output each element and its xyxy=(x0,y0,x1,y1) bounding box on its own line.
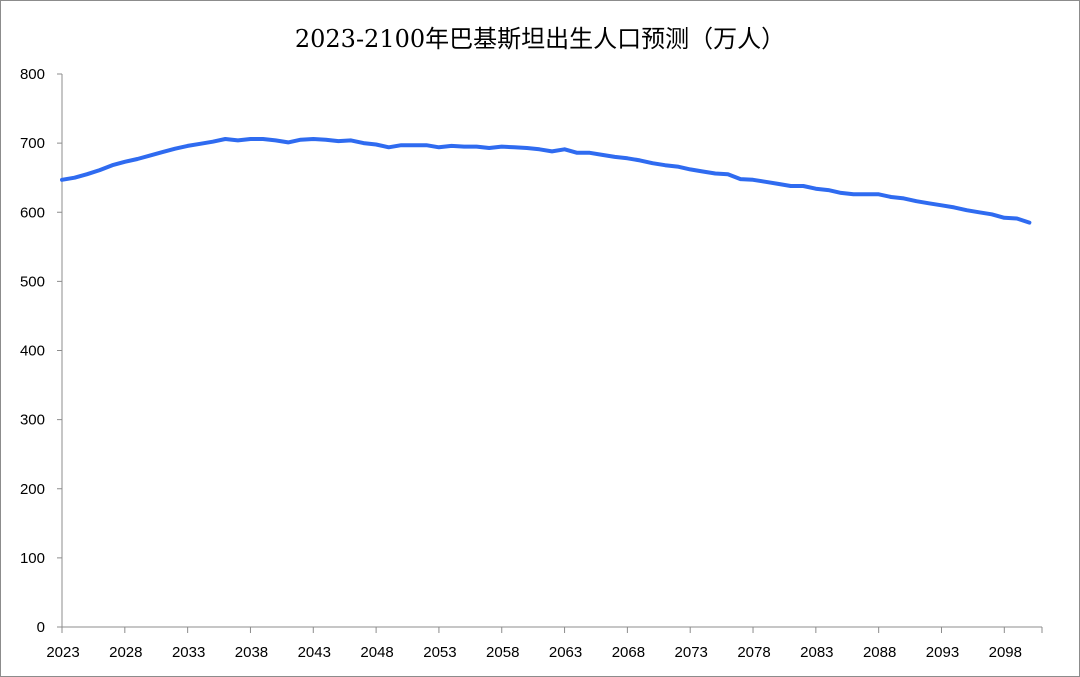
x-tick-label: 2088 xyxy=(863,644,896,661)
x-tick-label: 2023 xyxy=(46,644,79,661)
y-tick-label: 0 xyxy=(37,619,45,636)
x-tick-label: 2053 xyxy=(423,644,456,661)
y-tick-label: 200 xyxy=(20,481,45,498)
y-tick-label: 400 xyxy=(20,343,45,360)
series-line xyxy=(60,137,1032,225)
x-tick-label: 2028 xyxy=(109,644,142,661)
y-tick-label: 300 xyxy=(20,412,45,429)
x-tick-label: 2068 xyxy=(612,644,645,661)
x-tick-label: 2033 xyxy=(172,644,205,661)
y-tick-label: 600 xyxy=(20,204,45,221)
x-tick-label: 2038 xyxy=(235,644,268,661)
x-tick-label: 2093 xyxy=(926,644,959,661)
y-tick-label: 700 xyxy=(20,135,45,152)
y-tick-label: 800 xyxy=(20,66,45,83)
x-tick-label: 2098 xyxy=(989,644,1022,661)
x-tick-label: 2058 xyxy=(486,644,519,661)
y-tick-label: 100 xyxy=(20,550,45,567)
x-tick-label: 2078 xyxy=(737,644,770,661)
y-tick-label: 500 xyxy=(20,273,45,290)
chart-title: 2023-2100年巴基斯坦出生人口预测（万人） xyxy=(294,25,786,53)
x-tick-label: 2043 xyxy=(298,644,331,661)
x-tick-label: 2063 xyxy=(549,644,582,661)
x-tick-label: 2083 xyxy=(800,644,833,661)
x-tick-label: 2048 xyxy=(360,644,393,661)
x-tick-label: 2073 xyxy=(675,644,708,661)
